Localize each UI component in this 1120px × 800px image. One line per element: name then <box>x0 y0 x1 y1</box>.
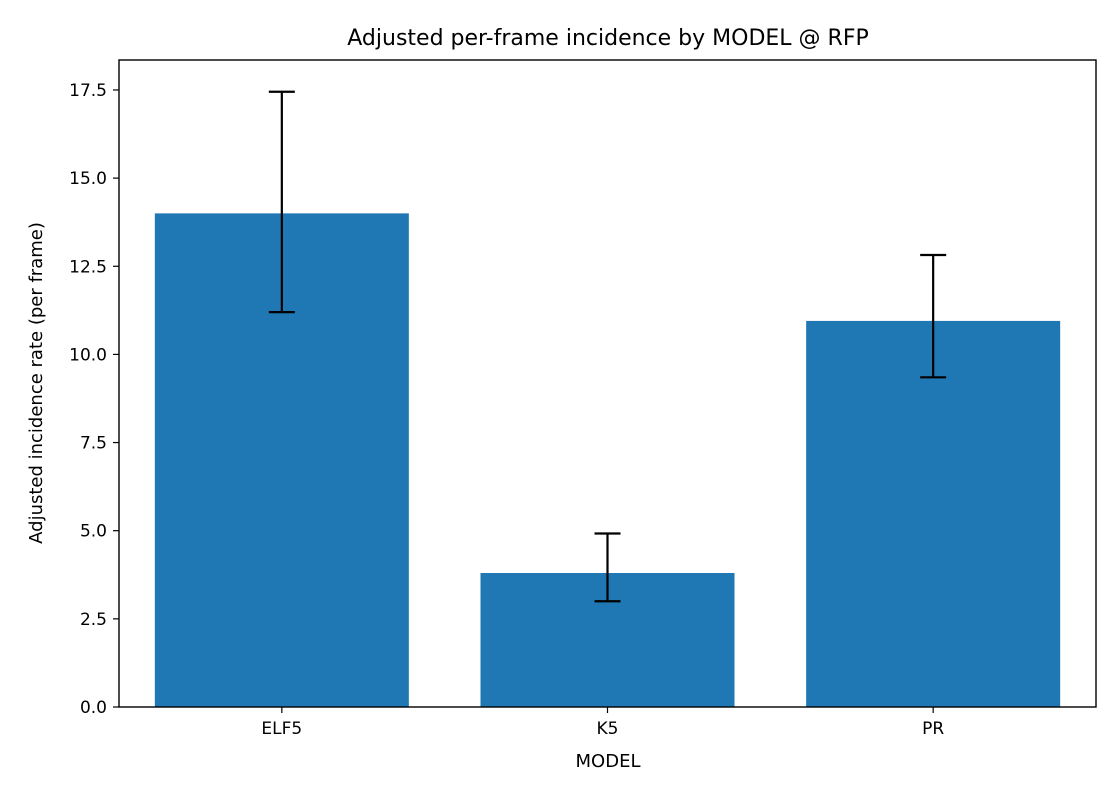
y-tick-label: 17.5 <box>69 81 107 101</box>
x-axis-label: MODEL <box>576 751 641 772</box>
y-axis: 0.0 2.5 5.0 7.5 10.0 12.5 15.0 17.5 <box>69 81 119 718</box>
y-tick-label: 12.5 <box>69 257 107 277</box>
error-bar-elf5 <box>268 90 295 314</box>
y-tick-label: 5.0 <box>80 522 107 542</box>
bars-layer <box>154 213 1061 707</box>
y-tick-label: 0.0 <box>80 698 107 718</box>
y-tick-label: 15.0 <box>69 169 107 189</box>
error-bar-pr <box>920 253 947 379</box>
y-tick-label: 7.5 <box>80 434 107 454</box>
bar-pr <box>806 320 1061 707</box>
x-tick-label: ELF5 <box>261 719 302 739</box>
error-bars-layer <box>268 90 947 603</box>
x-tick-label: K5 <box>597 719 619 739</box>
error-bar-k5 <box>594 532 621 603</box>
chart-title: Adjusted per-frame incidence by MODEL @ … <box>347 26 868 51</box>
y-tick-label: 10.0 <box>69 345 107 365</box>
x-tick-label: PR <box>922 719 944 739</box>
y-axis-label: Adjusted incidence rate (per frame) <box>26 222 47 544</box>
y-tick-label: 2.5 <box>80 610 107 630</box>
x-axis: ELF5 K5 PR <box>261 707 944 739</box>
